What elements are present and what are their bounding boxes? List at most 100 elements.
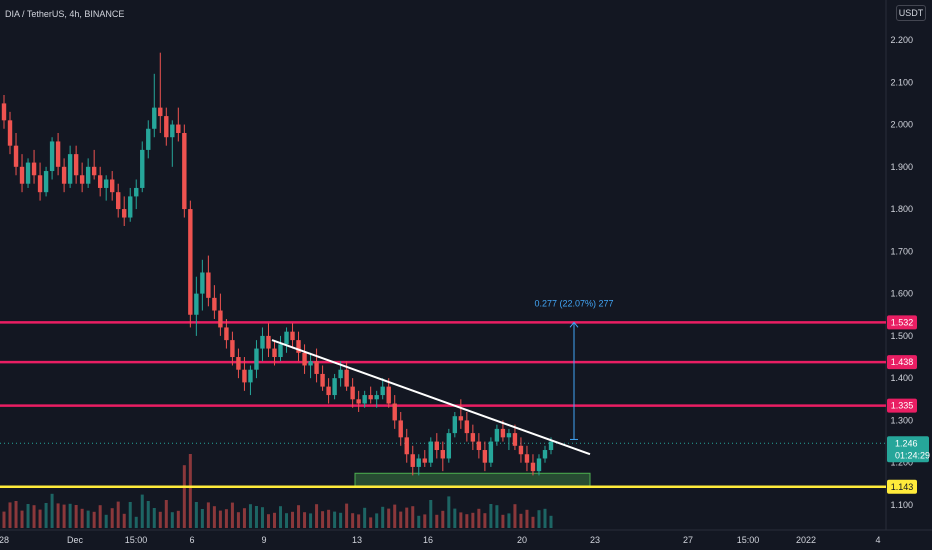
candle-body[interactable] <box>488 441 494 463</box>
candle-body[interactable] <box>314 361 319 374</box>
candle-body[interactable] <box>458 416 464 421</box>
candle-body[interactable] <box>109 179 115 193</box>
candle-body[interactable] <box>326 386 331 396</box>
candle-body[interactable] <box>242 369 247 383</box>
candle-body[interactable] <box>260 335 265 349</box>
candle-body[interactable] <box>254 348 259 370</box>
candle-body[interactable] <box>55 141 61 167</box>
candle-body[interactable] <box>146 128 151 150</box>
candle-body[interactable] <box>43 171 49 193</box>
candle-body[interactable] <box>25 162 31 184</box>
candle-body[interactable] <box>308 361 313 366</box>
candle-body[interactable] <box>182 132 187 210</box>
candle-body[interactable] <box>164 116 169 138</box>
candle-body[interactable] <box>506 433 512 438</box>
candle-body[interactable] <box>302 352 307 366</box>
trendline[interactable] <box>271 339 591 456</box>
candle-body[interactable] <box>476 441 482 451</box>
candle-body[interactable] <box>122 209 127 218</box>
level-tag[interactable] <box>887 398 917 413</box>
candle-body[interactable] <box>140 149 145 188</box>
candle-body[interactable] <box>1 103 7 121</box>
candle-body[interactable] <box>464 420 470 434</box>
candle-body[interactable] <box>272 348 277 358</box>
candle-body[interactable] <box>428 441 433 463</box>
candle-body[interactable] <box>176 124 181 133</box>
candle-body[interactable] <box>73 154 79 176</box>
candle-body[interactable] <box>284 331 289 345</box>
candle-body[interactable] <box>218 310 223 328</box>
candle-body[interactable] <box>266 335 271 349</box>
candle-body[interactable] <box>188 209 193 315</box>
candle-body[interactable] <box>103 179 109 188</box>
candle-body[interactable] <box>224 327 229 341</box>
candle-body[interactable] <box>512 433 518 446</box>
candle-body[interactable] <box>530 462 536 472</box>
candle-body[interactable] <box>206 272 211 298</box>
candle-body[interactable] <box>482 450 488 463</box>
candle-body[interactable] <box>116 192 121 210</box>
candle-body[interactable] <box>37 175 43 193</box>
candle-body[interactable] <box>230 340 235 358</box>
candle-body[interactable] <box>61 166 67 184</box>
candle-body[interactable] <box>362 395 367 404</box>
candle-body[interactable] <box>296 340 301 353</box>
candle-body[interactable] <box>398 420 403 438</box>
candle-body[interactable] <box>97 175 103 188</box>
support-zone[interactable] <box>354 472 591 487</box>
candle-body[interactable] <box>236 357 241 370</box>
candle-body[interactable] <box>374 395 379 400</box>
candle-body[interactable] <box>470 433 476 442</box>
candle-body[interactable] <box>344 369 349 387</box>
level-tag[interactable] <box>887 315 917 330</box>
candle-body[interactable] <box>278 344 283 358</box>
candle-body[interactable] <box>158 107 163 117</box>
currency-selector[interactable]: USDT <box>896 5 926 21</box>
candle-body[interactable] <box>416 458 421 467</box>
candle-body[interactable] <box>518 445 524 455</box>
level-tag[interactable] <box>887 479 917 494</box>
candle-body[interactable] <box>500 428 506 438</box>
candle-body[interactable] <box>248 369 253 383</box>
candle-body[interactable] <box>31 162 37 176</box>
candle-body[interactable] <box>152 107 157 129</box>
candle-body[interactable] <box>410 454 415 467</box>
candle-body[interactable] <box>338 369 343 379</box>
candle-body[interactable] <box>332 378 337 396</box>
candle-body[interactable] <box>452 416 458 434</box>
candle-body[interactable] <box>134 187 139 197</box>
candle-body[interactable] <box>320 373 325 387</box>
candle-body[interactable] <box>200 272 205 294</box>
candle-body[interactable] <box>194 293 199 315</box>
candle-body[interactable] <box>85 166 91 184</box>
candle-body[interactable] <box>434 441 439 451</box>
candle-body[interactable] <box>386 386 391 404</box>
candle-body[interactable] <box>170 124 175 138</box>
candle-body[interactable] <box>290 331 295 341</box>
candle-body[interactable] <box>536 458 542 472</box>
candle-body[interactable] <box>67 154 73 184</box>
candle-body[interactable] <box>494 428 500 442</box>
candle-body[interactable] <box>440 450 446 459</box>
candle-body[interactable] <box>446 433 452 459</box>
candle-body[interactable] <box>404 437 409 455</box>
candle-body[interactable] <box>392 403 397 421</box>
candle-body[interactable] <box>7 120 13 146</box>
candle-body[interactable] <box>524 454 530 463</box>
candle-body[interactable] <box>91 166 97 176</box>
candle-body[interactable] <box>356 399 361 404</box>
candle-body[interactable] <box>368 395 373 400</box>
candle-body[interactable] <box>548 441 554 451</box>
candle-body[interactable] <box>212 297 217 311</box>
candle-body[interactable] <box>19 166 25 184</box>
candle-body[interactable] <box>79 175 85 184</box>
candle-body[interactable] <box>350 386 355 400</box>
candle-body[interactable] <box>13 145 19 167</box>
candle-body[interactable] <box>128 196 133 218</box>
candle-body[interactable] <box>49 141 55 172</box>
candle-body[interactable] <box>542 450 548 459</box>
level-tag[interactable] <box>887 355 917 370</box>
candle-body[interactable] <box>422 458 427 463</box>
candle-body[interactable] <box>380 386 385 396</box>
